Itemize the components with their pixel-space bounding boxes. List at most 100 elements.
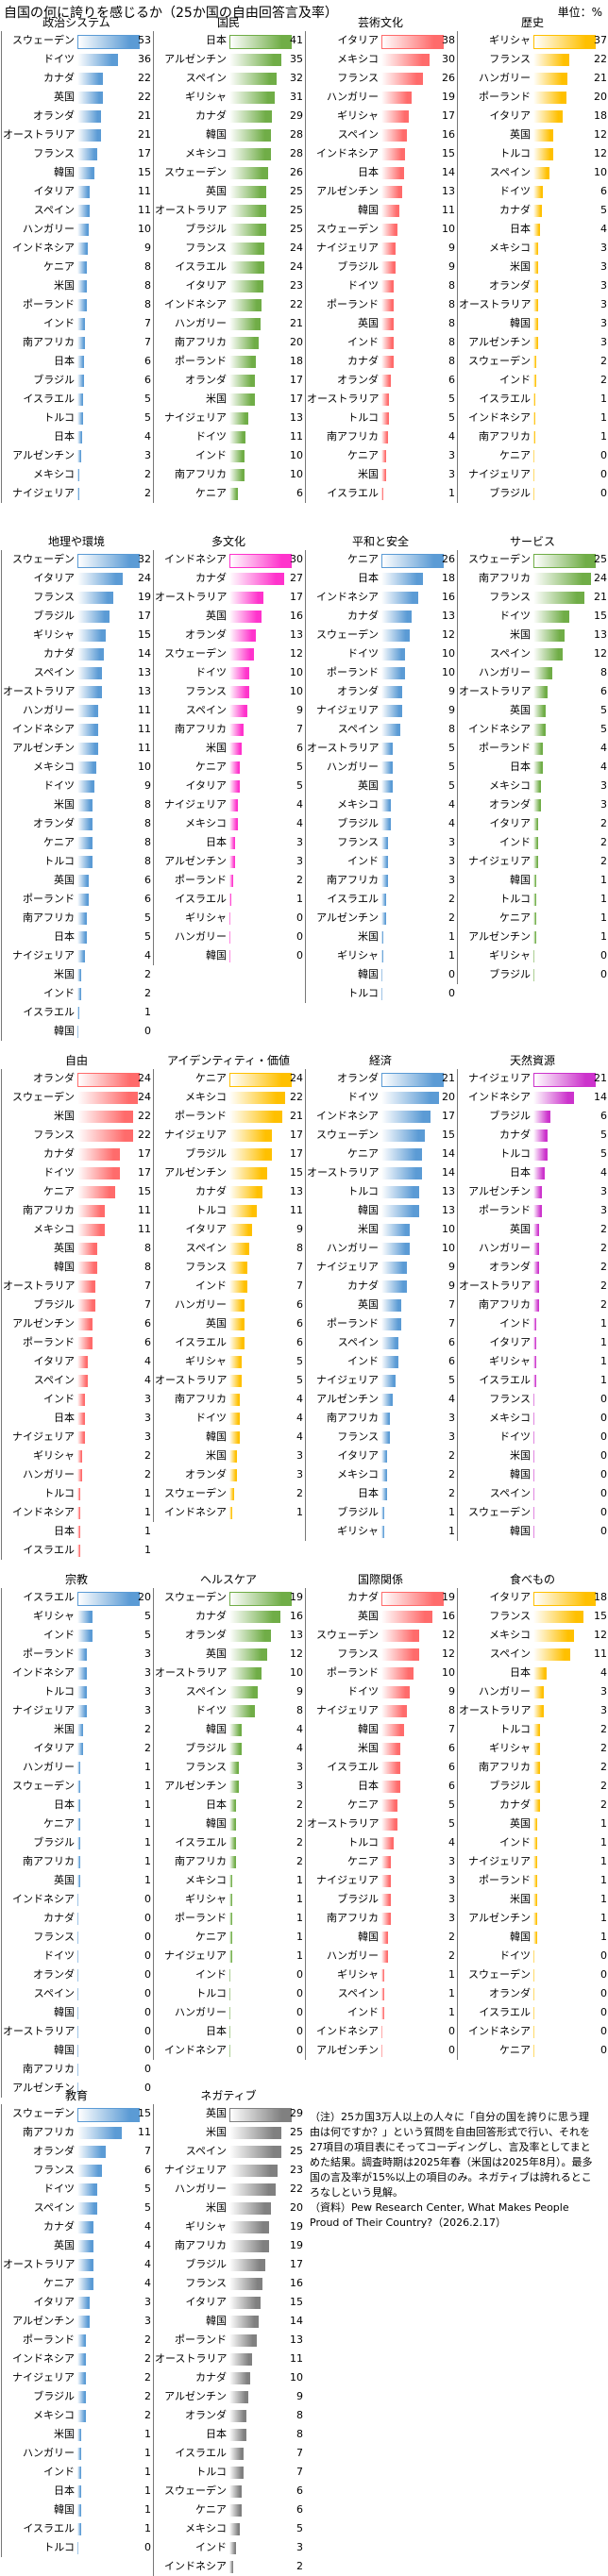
category-label: ナイジェリア [12, 1704, 75, 1716]
chart-row: オーストラリア 21 [2, 125, 153, 144]
bar-mark [77, 2064, 78, 2076]
category-label: ケニア [195, 2503, 227, 2516]
bar-mark [77, 2297, 90, 2309]
bar-mark [229, 261, 264, 274]
bar-mark [77, 1592, 140, 1606]
chart-row: メキシコ 3 [458, 777, 608, 795]
bar-mark [381, 780, 393, 793]
category-label: 韓国 [358, 1204, 379, 1216]
category-label: 日本 [206, 1798, 227, 1811]
category-label: メキシコ [337, 798, 379, 811]
chart-row: ポーランド 8 [306, 295, 457, 314]
category-label: フランス [337, 1648, 379, 1660]
chart-row: ドイツ 36 [2, 50, 153, 69]
value-label: 8 [448, 279, 455, 292]
bar-mark [77, 1205, 105, 1217]
bar-mark [533, 1318, 536, 1330]
chart-row: イタリア 15 [154, 2293, 305, 2312]
bar-mark [229, 2045, 230, 2057]
category-label: 英国 [54, 2239, 75, 2251]
value-label: 10 [138, 223, 151, 235]
chart-row: ポーランド 8 [2, 295, 153, 314]
chart-row: トルコ 11 [154, 1201, 305, 1220]
category-label: スウェーデン [12, 34, 75, 46]
bar-mark [77, 431, 82, 443]
value-label: 23 [290, 2164, 303, 2176]
chart-row: 日本 4 [458, 220, 608, 239]
bar-mark [533, 1686, 544, 1698]
category-label: ドイツ [195, 430, 227, 443]
category-label: カナダ [347, 1280, 379, 1292]
chart-row: インドネシア 0 [154, 2041, 305, 2060]
chart-row: スウェーデン 32 [2, 550, 153, 569]
value-label: 3 [448, 1412, 455, 1424]
category-label: アルゼンチン [468, 930, 531, 943]
bar-mark [533, 1894, 537, 1906]
category-label: ドイツ [195, 1704, 227, 1716]
value-label: 0 [448, 968, 455, 980]
chart-row: メキシコ 10 [2, 758, 153, 777]
value-label: 36 [138, 53, 151, 65]
chart-title: 地理や環境 [47, 535, 105, 548]
chart-row: インドネシア 2 [2, 2350, 153, 2368]
value-label: 0 [600, 2006, 607, 2018]
bar-mark [381, 1073, 444, 1087]
category-label: インド [43, 987, 75, 999]
bar-mark [229, 337, 259, 349]
category-label: ナイジェリア [316, 242, 379, 254]
bar-mark [229, 1337, 245, 1349]
chart-plot-area: スウェーデン 25 南アフリカ 24 フランス 21 ドイツ 15 米国 13 スペイン 12 ハンガリ… [457, 550, 608, 984]
bar-mark [77, 1431, 85, 1444]
chart-row: 韓国 3 [458, 314, 608, 333]
bar-mark [77, 931, 87, 944]
bar-mark [77, 1932, 78, 1944]
chart-row: イスラエル 1 [2, 2519, 153, 2538]
chart-row: ハンガリー 2 [2, 1465, 153, 1484]
chart-row: スペイン 13 [2, 663, 153, 682]
value-label: 0 [144, 1949, 151, 1962]
chart-row: メキシコ 4 [306, 795, 457, 814]
category-label: 日本 [358, 166, 379, 178]
value-label: 1 [144, 1780, 151, 1792]
bar-mark [77, 54, 118, 66]
bar-mark [381, 1280, 407, 1293]
chart-row: アルゼンチン 35 [154, 50, 305, 69]
category-label: 韓国 [358, 968, 379, 980]
category-label: アルゼンチン [12, 742, 75, 754]
bar-mark [77, 1092, 138, 1104]
chart-row: 米国 13 [458, 626, 608, 644]
chart-row: ナイジェリア 3 [2, 1701, 153, 1720]
chart-row: 日本 6 [2, 352, 153, 371]
category-label: カナダ [43, 1912, 75, 1924]
chart-row: 米国 3 [154, 1447, 305, 1465]
chart-row: 南アフリカ 7 [154, 720, 305, 739]
value-label: 5 [144, 1610, 151, 1622]
value-label: 0 [144, 2006, 151, 2018]
value-label: 10 [594, 166, 607, 178]
chart-row: 韓国 0 [306, 965, 457, 984]
category-label: ブラジル [185, 2258, 227, 2270]
chart-plot-area: イタリア 38 メキシコ 30 フランス 26 ハンガリー 19 ギリシャ 17 スペイン 16 インド… [305, 31, 457, 503]
chart-row: 英国 7 [306, 1296, 457, 1314]
bar-mark [381, 1705, 407, 1717]
bar-mark [381, 705, 402, 717]
value-label: 4 [600, 761, 607, 773]
value-label: 6 [448, 374, 455, 386]
bar-mark [229, 1648, 267, 1661]
category-label: メキシコ [489, 1412, 531, 1424]
chart-row: インドネシア 0 [306, 2022, 457, 2041]
value-label: 0 [600, 1449, 607, 1462]
chart-row: ドイツ 11 [154, 427, 305, 446]
category-label: 南アフリカ [175, 1393, 227, 1405]
category-label: ドイツ [43, 2183, 75, 2195]
value-label: 13 [138, 666, 151, 678]
bar-mark [77, 2259, 93, 2271]
bar-mark [229, 2240, 269, 2252]
chart-row: 南アフリカ 10 [154, 465, 305, 484]
chart-row: アルゼンチン 2 [306, 909, 457, 928]
value-label: 6 [448, 1355, 455, 1367]
category-label: ケニア [195, 761, 227, 773]
bar-mark [77, 1375, 88, 1387]
bar-mark [77, 2007, 78, 2019]
chart-row: ドイツ 9 [306, 1682, 457, 1701]
